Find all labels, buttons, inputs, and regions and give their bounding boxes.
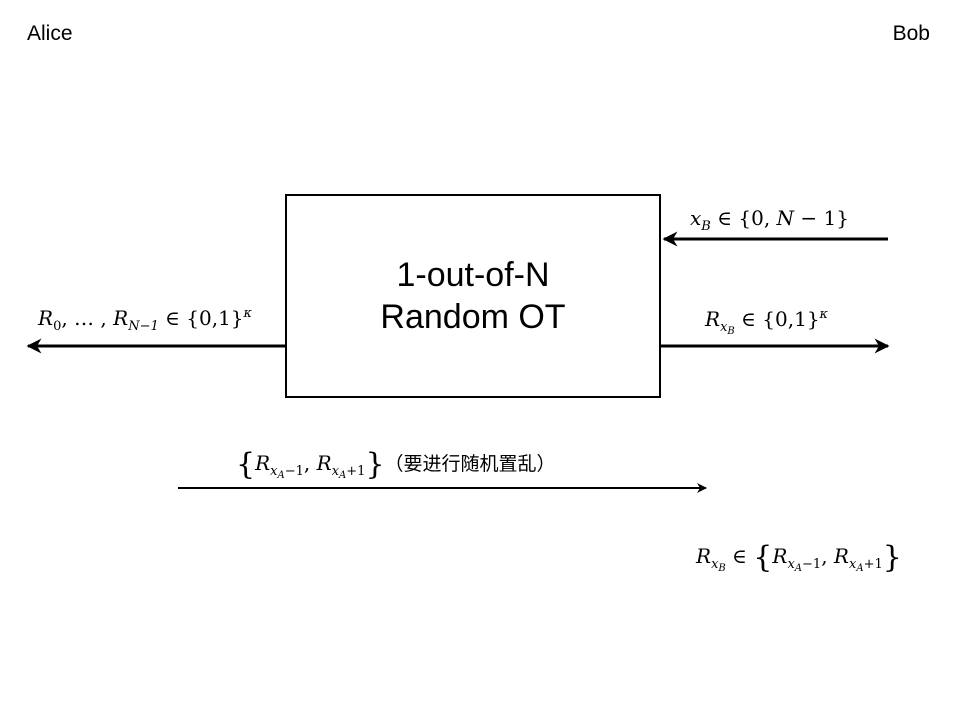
sub-x: x bbox=[787, 557, 795, 572]
var-r1: R bbox=[772, 544, 788, 568]
sub-a: A bbox=[339, 470, 347, 481]
brace-close: } bbox=[882, 540, 902, 575]
sub-x: x bbox=[270, 464, 278, 479]
bob-result-label: RxB ∈ {RxA−1, RxA+1} bbox=[696, 543, 902, 574]
sub-minus-1: −1 bbox=[802, 557, 822, 572]
var-rn: R bbox=[113, 306, 129, 330]
sub-n-minus-1: N−1 bbox=[128, 319, 159, 334]
comma: , bbox=[821, 544, 834, 568]
sub-x: x bbox=[711, 557, 719, 572]
sup-kappa: κ bbox=[819, 307, 829, 322]
bit-set: ∈ {0,1} bbox=[734, 307, 820, 331]
ellipsis: , … , bbox=[61, 306, 114, 330]
var-x: x bbox=[690, 206, 702, 230]
var-r: R bbox=[696, 544, 712, 568]
sub-x: x bbox=[720, 320, 728, 335]
ot-box-title-line1: 1-out-of-N bbox=[396, 256, 550, 294]
sub-a: A bbox=[794, 563, 803, 574]
brace-close: } bbox=[365, 447, 385, 482]
comma: , bbox=[303, 451, 317, 475]
sub-a: A bbox=[856, 563, 864, 574]
set-open: ∈ {0, bbox=[710, 206, 777, 230]
ot-box-title-line2: Random OT bbox=[380, 298, 566, 336]
var-r: R bbox=[705, 307, 721, 331]
brace-open: { bbox=[236, 447, 256, 482]
sub-b: B bbox=[727, 326, 735, 337]
var-r2: R bbox=[316, 451, 332, 475]
sub-plus-1: +1 bbox=[863, 557, 883, 572]
pair-message-label: {RxA−1, RxA+1}（要进行随机置乱） bbox=[236, 450, 556, 481]
brace-open: { bbox=[753, 540, 773, 575]
sub-0: 0 bbox=[53, 319, 62, 334]
sub-b: B bbox=[701, 219, 711, 234]
random-ot-box: 1-out-of-N Random OT bbox=[285, 194, 661, 398]
var-r2: R bbox=[833, 544, 849, 568]
sub-x: x bbox=[848, 557, 857, 572]
bit-set: ∈ {0,1} bbox=[158, 306, 244, 330]
sub-b: B bbox=[718, 563, 726, 574]
set-close: − 1} bbox=[794, 206, 849, 230]
sub-plus-1: +1 bbox=[346, 464, 366, 479]
alice-output-label: R0, … , RN−1 ∈ {0,1}κ bbox=[38, 307, 252, 333]
element-of: ∈ bbox=[725, 544, 754, 568]
sub-x: x bbox=[331, 464, 340, 479]
shuffle-note: （要进行随机置乱） bbox=[384, 453, 556, 475]
bob-output-label: RxB ∈ {0,1}κ bbox=[705, 308, 828, 337]
sup-kappa: κ bbox=[243, 306, 253, 321]
sub-a: A bbox=[277, 470, 285, 481]
sub-minus-1: −1 bbox=[284, 464, 304, 479]
var-r0: R bbox=[38, 306, 54, 330]
var-n: N bbox=[776, 206, 795, 230]
bob-input-label: xB ∈ {0, N − 1} bbox=[690, 208, 849, 233]
alice-label: Alice bbox=[27, 22, 73, 45]
bob-label: Bob bbox=[892, 22, 930, 45]
var-r1: R bbox=[255, 451, 271, 475]
